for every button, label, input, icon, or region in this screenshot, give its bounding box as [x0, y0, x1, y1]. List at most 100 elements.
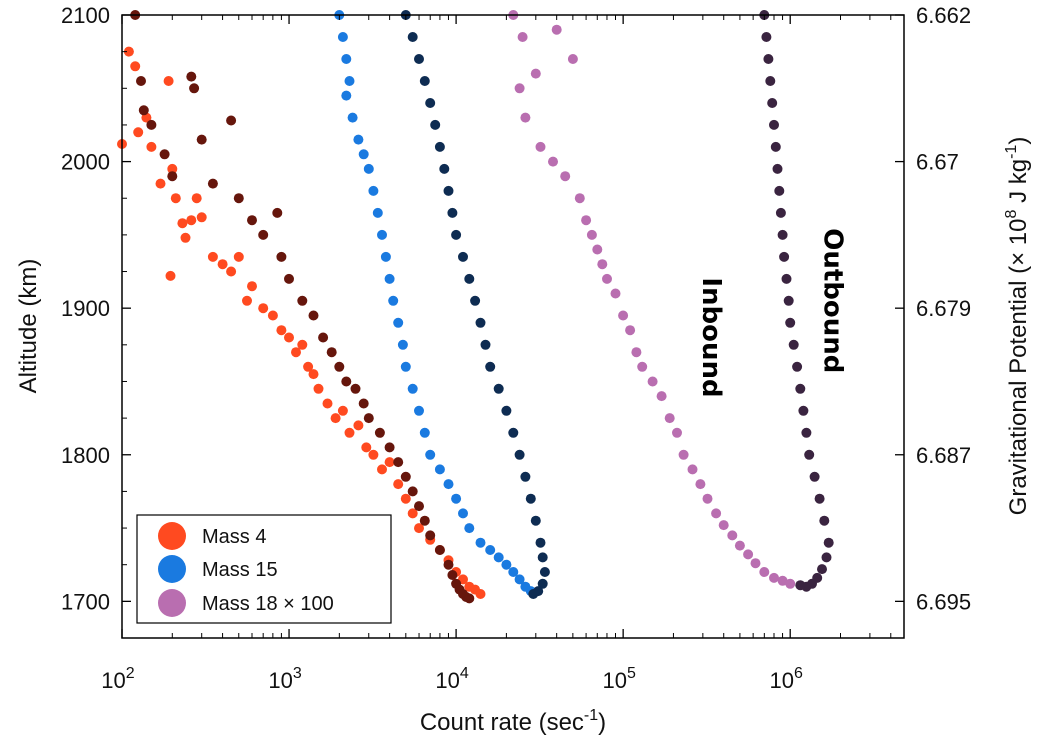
data-point-s3-3 — [419, 76, 430, 86]
data-point-s0-36 — [361, 442, 372, 453]
data-point-s0-30 — [313, 383, 324, 394]
data-point-s4-18 — [625, 325, 636, 336]
data-point-s2-22 — [434, 464, 445, 475]
data-point-s1-6 — [186, 71, 197, 82]
data-point-s0-7 — [163, 76, 174, 86]
data-point-s2-28 — [485, 545, 496, 555]
data-point-s0-25 — [284, 332, 294, 343]
data-point-s3-11 — [458, 251, 468, 262]
y2-tick-label: 6.679 — [916, 296, 971, 321]
data-point-s4-10 — [574, 193, 585, 204]
data-point-s0-29 — [308, 369, 319, 380]
x-axis-title: Count rate (sec-1) — [420, 707, 606, 736]
data-point-s1-22 — [341, 376, 352, 387]
legend-label-mass-4: Mass 4 — [202, 526, 266, 548]
data-point-s5-5 — [769, 119, 779, 130]
data-point-s3-2 — [414, 54, 424, 64]
x-tick-label: 104 — [435, 665, 468, 693]
data-point-s0-1 — [123, 46, 134, 57]
data-points — [117, 10, 834, 604]
data-point-s4-23 — [664, 413, 675, 424]
legend: Mass 4 Mass 15 Mass 18 × 100 — [136, 514, 392, 624]
data-point-s1-31 — [414, 501, 424, 512]
data-point-s2-4 — [341, 90, 352, 101]
data-point-s3-15 — [480, 339, 491, 350]
data-point-s3-21 — [520, 471, 531, 482]
data-point-s2-20 — [419, 427, 430, 438]
data-point-s2-16 — [397, 339, 408, 350]
data-point-s5-4 — [767, 98, 778, 108]
data-point-s5-8 — [774, 185, 785, 196]
data-point-s4-14 — [597, 259, 608, 270]
y-tick-label: 1900 — [61, 296, 110, 321]
data-point-s4-22 — [656, 391, 667, 402]
data-point-s5-7 — [772, 163, 783, 174]
data-point-s0-14 — [191, 193, 202, 204]
data-point-s3-26 — [539, 567, 550, 577]
data-point-s2-18 — [407, 383, 418, 394]
data-point-s2-6 — [353, 134, 364, 145]
data-point-s1-18 — [308, 310, 319, 321]
plot-frame — [121, 14, 905, 639]
data-point-s0-10 — [170, 193, 181, 204]
data-point-s4-31 — [727, 530, 738, 541]
data-point-s0-40 — [393, 479, 404, 490]
data-point-s3-6 — [434, 141, 445, 152]
data-point-s2-23 — [443, 479, 454, 490]
data-point-s5-15 — [788, 339, 799, 350]
data-point-s0-33 — [337, 405, 348, 416]
data-point-s5-26 — [817, 564, 827, 575]
y2-axis-title: Gravitational Potential (× 108 J kg-1) — [1003, 137, 1032, 516]
data-point-s0-38 — [377, 464, 387, 475]
data-point-s3-20 — [514, 449, 525, 460]
data-point-s2-24 — [451, 493, 462, 504]
data-point-s4-32 — [734, 540, 745, 551]
data-point-s1-9 — [207, 178, 218, 189]
x-tick-label: 102 — [101, 665, 134, 693]
data-point-s4-4 — [530, 68, 541, 79]
data-point-s1-27 — [384, 442, 395, 453]
annotations: Inbound Outbound — [696, 228, 847, 397]
data-point-s3-12 — [464, 273, 475, 284]
data-point-s4-19 — [631, 347, 642, 358]
data-point-s1-32 — [419, 515, 430, 526]
data-point-s5-18 — [798, 405, 809, 416]
data-point-s0-39 — [384, 457, 395, 468]
data-point-s5-10 — [777, 229, 788, 240]
data-point-s4-33 — [743, 549, 754, 560]
data-point-s5-16 — [792, 361, 803, 372]
data-point-s2-14 — [388, 295, 399, 306]
data-point-s2-1 — [337, 32, 348, 42]
data-point-s3-22 — [525, 493, 536, 504]
data-point-s2-2 — [341, 54, 352, 64]
data-point-s0-26 — [291, 347, 301, 358]
data-point-s2-26 — [464, 523, 475, 534]
data-point-s1-17 — [297, 295, 308, 306]
data-point-s2-10 — [372, 207, 383, 218]
data-point-s2-7 — [358, 149, 369, 160]
data-point-s3-25 — [537, 552, 548, 563]
data-point-s4-13 — [592, 244, 603, 255]
data-point-s5-21 — [809, 471, 820, 482]
legend-marker-mass-18 — [158, 589, 186, 617]
data-point-s0-13 — [186, 215, 197, 226]
data-point-s4-16 — [610, 288, 621, 299]
data-point-s1-20 — [326, 347, 337, 358]
data-point-s5-6 — [770, 141, 781, 152]
data-point-s5-17 — [795, 383, 806, 394]
data-point-s0-20 — [242, 295, 252, 306]
data-point-s1-1 — [136, 76, 146, 86]
data-point-s3-5 — [430, 119, 441, 130]
data-point-s5-12 — [781, 273, 792, 284]
data-point-s3-8 — [443, 185, 454, 196]
data-point-s2-25 — [458, 508, 468, 519]
data-point-s3-7 — [439, 163, 450, 174]
data-point-s4-20 — [637, 361, 648, 372]
data-point-s3-24 — [535, 537, 546, 548]
annotation-outbound: Outbound — [817, 228, 847, 373]
data-point-s0-8 — [165, 270, 176, 281]
data-point-s1-8 — [196, 134, 207, 145]
data-point-s1-29 — [400, 471, 411, 482]
data-point-s0-6 — [155, 178, 166, 189]
data-point-s3-19 — [508, 427, 519, 438]
